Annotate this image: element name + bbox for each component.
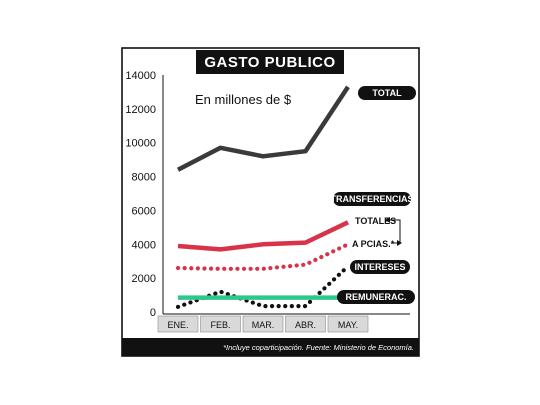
label-transferencias-text: TRANSFERENCIAS — [330, 194, 413, 204]
label-remunerac-pill — [337, 290, 415, 304]
label-intereses-text: INTERESES — [354, 262, 405, 272]
y-tick-0: 0 — [150, 307, 156, 319]
month-label-1: FEB. — [210, 320, 230, 330]
month-box-1 — [200, 315, 241, 333]
month-box-2 — [242, 315, 284, 333]
month-box-3 — [285, 315, 326, 333]
chart-title: GASTO PUBLICO — [204, 54, 335, 71]
y-tick-6000: 6000 — [132, 205, 156, 217]
month-label-0: ENE. — [167, 320, 188, 330]
month-labels: ENE. FEB. MAR. ABR. MAY. — [157, 315, 369, 333]
source-bar — [122, 338, 419, 356]
label-intereses-pill — [350, 260, 410, 274]
label-remunerac-text: REMUNERAC. — [345, 292, 406, 302]
month-box-4 — [327, 315, 369, 333]
y-tick-labels: 0 2000 4000 6000 8000 10000 12000 14000 — [125, 70, 156, 319]
series-line-3 — [175, 264, 351, 309]
chart-subtitle: En millones de $ — [195, 92, 292, 107]
y-tick-12000: 12000 — [125, 104, 156, 116]
label-totales: TOTALES — [355, 216, 396, 226]
month-label-3: ABR. — [295, 320, 316, 330]
title-box — [196, 50, 344, 74]
label-total-text: TOTAL — [372, 88, 402, 98]
label-total-pill — [358, 86, 416, 100]
month-box-0 — [157, 315, 199, 333]
label-transferencias-pill — [333, 192, 411, 206]
y-tick-4000: 4000 — [132, 239, 156, 251]
series-line-0 — [176, 85, 350, 172]
transfer-bracket — [390, 219, 401, 244]
series-labels: TOTAL TRANSFERENCIAS TOTALES A PCIAS.* INTER… — [330, 86, 416, 304]
y-tick-14000: 14000 — [125, 70, 156, 82]
source-note: *Incluye coparticipación. Fuente: Minist… — [223, 343, 414, 352]
label-a-pcias: A PCIAS.* — [352, 239, 395, 249]
series-line-2 — [175, 242, 351, 271]
y-tick-10000: 10000 — [125, 138, 156, 150]
series-line-1 — [177, 220, 349, 252]
y-tick-2000: 2000 — [132, 273, 156, 285]
arrow-icon — [397, 240, 402, 246]
arrow-icon — [385, 217, 390, 223]
month-label-2: MAR. — [252, 320, 275, 330]
y-tick-8000: 8000 — [132, 172, 156, 184]
series-lines — [175, 85, 351, 309]
month-label-4: MAY. — [338, 320, 358, 330]
